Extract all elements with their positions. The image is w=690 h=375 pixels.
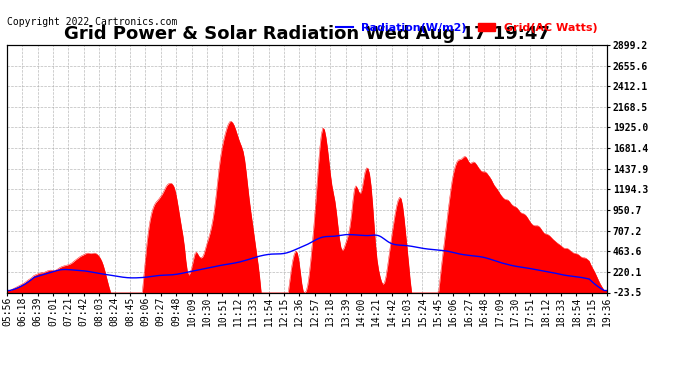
Text: Copyright 2022 Cartronics.com: Copyright 2022 Cartronics.com [7, 17, 177, 27]
Title: Grid Power & Solar Radiation Wed Aug 17 19:47: Grid Power & Solar Radiation Wed Aug 17 … [64, 26, 550, 44]
Legend: Radiation(W/m2), Grid(AC Watts): Radiation(W/m2), Grid(AC Watts) [331, 18, 602, 37]
